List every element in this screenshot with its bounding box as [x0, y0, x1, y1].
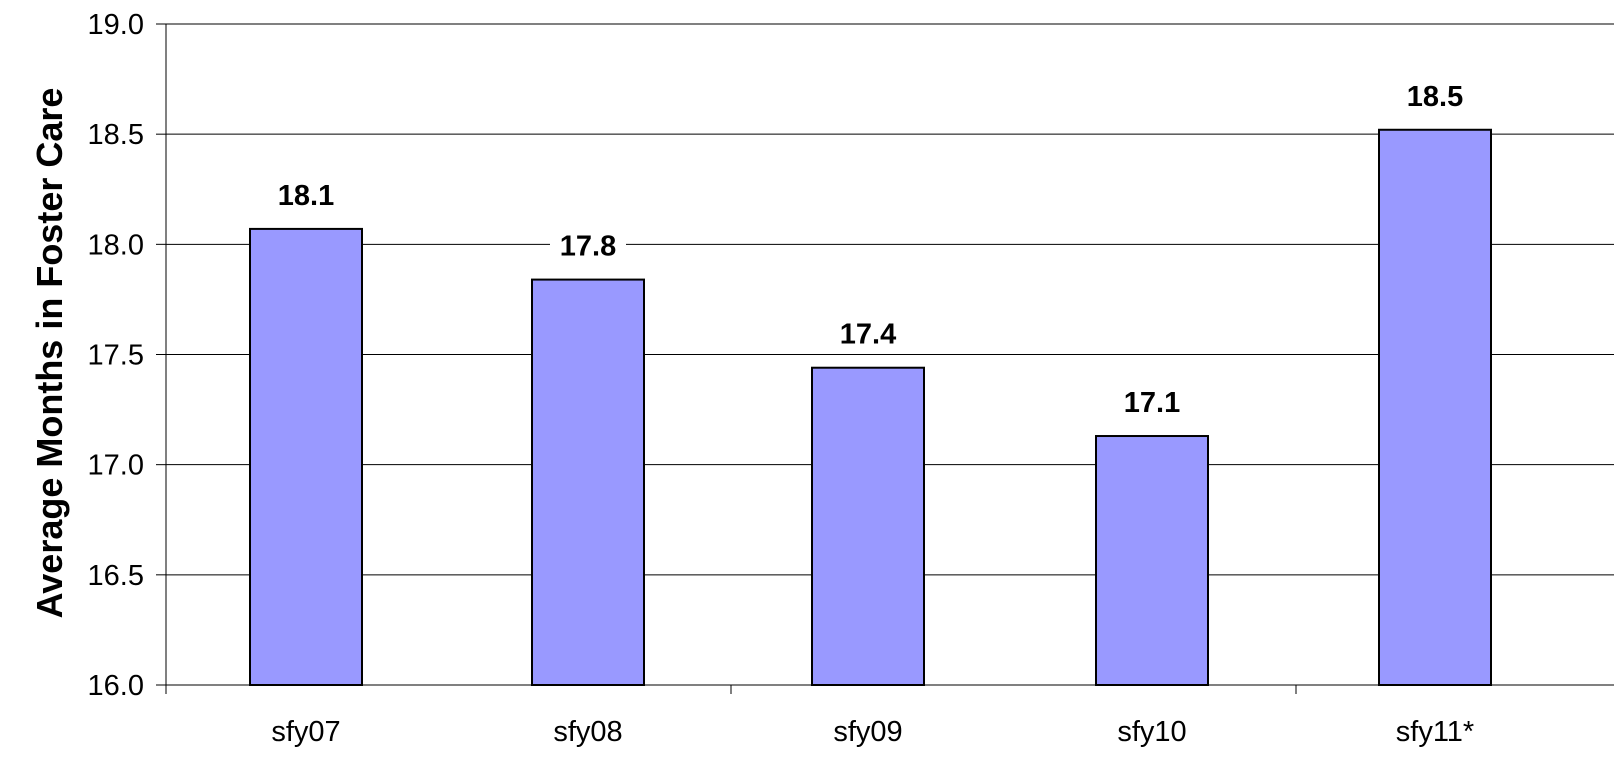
data-label-background [1114, 384, 1190, 421]
data-label-background [550, 227, 626, 264]
axes [165, 24, 1614, 686]
bar [1378, 128, 1492, 686]
y-tick-label: 17.0 [88, 450, 144, 482]
x-tick-label: sfy07 [271, 716, 340, 748]
y-tick-label: 17.5 [88, 340, 144, 372]
bar [249, 227, 363, 686]
y-tick-label: 16.5 [88, 560, 144, 592]
data-label: 17.1 [1124, 387, 1180, 419]
data-label: 18.5 [1407, 81, 1463, 113]
y-tick-label: 18.5 [88, 119, 144, 151]
data-label-background [1397, 77, 1473, 114]
gridlines [156, 23, 1614, 694]
data-label: 17.4 [840, 319, 896, 351]
data-label: 17.8 [560, 231, 616, 263]
x-tick-label: sfy11* [1396, 716, 1474, 748]
y-tick-label: 19.0 [88, 9, 144, 41]
x-tick-labels: sfy07 sfy08 sfy09 sfy10 sfy11* [271, 716, 1474, 748]
y-tick-label: 16.0 [88, 670, 144, 702]
y-tick-labels: 16.0 16.5 17.0 17.5 18.0 18.5 19.0 [88, 9, 144, 702]
y-tick-label: 18.0 [88, 229, 144, 261]
x-tick-label: sfy10 [1117, 716, 1186, 748]
bar [1095, 435, 1209, 687]
data-label-background [268, 176, 344, 213]
y-axis-title: Average Months in Foster Care [29, 88, 70, 619]
bar [531, 278, 645, 686]
data-labels: 18.1 17.8 17.4 17.1 18.5 [268, 77, 1473, 421]
data-label-background [830, 315, 906, 352]
bar [811, 366, 925, 686]
x-tick-label: sfy09 [833, 716, 902, 748]
bars [249, 128, 1492, 687]
x-tick-label: sfy08 [553, 716, 622, 748]
data-label: 18.1 [278, 180, 334, 212]
